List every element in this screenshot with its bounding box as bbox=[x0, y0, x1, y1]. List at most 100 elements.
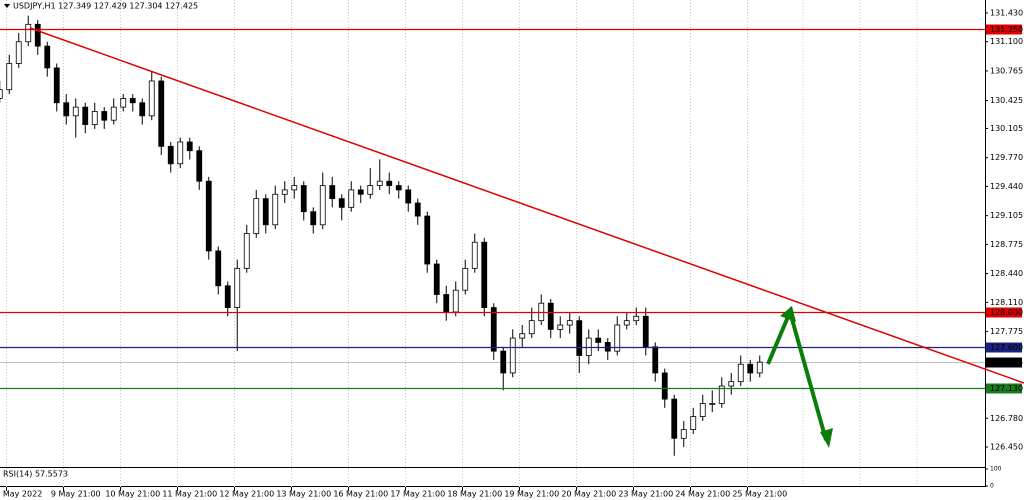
y-tick-label: 126.450 bbox=[990, 443, 1023, 452]
candle-body bbox=[25, 23, 32, 43]
candle-body bbox=[338, 198, 345, 208]
candle-body bbox=[82, 106, 89, 125]
y-tick-label: 131.430 bbox=[990, 8, 1023, 17]
y-tick-label: 128.775 bbox=[990, 240, 1023, 249]
candle-body bbox=[348, 189, 355, 208]
candle-body bbox=[481, 241, 488, 308]
candle-body bbox=[291, 185, 298, 191]
candle-body bbox=[310, 211, 317, 226]
candle-body bbox=[747, 363, 754, 374]
candle-body bbox=[718, 385, 725, 404]
candle-body bbox=[357, 189, 364, 195]
candle-body bbox=[414, 202, 421, 217]
x-tick-label: 10 May 21:00 bbox=[105, 490, 160, 499]
y-tick-label: 126.780 bbox=[990, 414, 1023, 423]
level-tag bbox=[986, 24, 1022, 35]
candle-body bbox=[680, 429, 687, 439]
candle-body bbox=[652, 346, 659, 374]
candle-body bbox=[253, 198, 260, 234]
candle-body bbox=[319, 185, 326, 226]
candle-body bbox=[72, 106, 79, 117]
x-tick-label: 20 May 21:00 bbox=[561, 490, 616, 499]
arrow-head bbox=[820, 428, 833, 448]
x-tick-label: 16 May 21:00 bbox=[333, 490, 388, 499]
y-tick-label: 129.440 bbox=[990, 182, 1023, 191]
candle-body bbox=[737, 363, 744, 383]
y-tick-label: 129.770 bbox=[990, 153, 1023, 162]
x-tick-label: 25 May 21:00 bbox=[732, 490, 787, 499]
candle-body bbox=[405, 189, 412, 204]
indicator-tick-label: 100 bbox=[990, 466, 1002, 473]
candle-body bbox=[557, 324, 564, 330]
candle-body bbox=[186, 141, 193, 152]
x-tick-label: 18 May 21:00 bbox=[447, 490, 502, 499]
x-tick-label: 19 May 21:00 bbox=[504, 490, 559, 499]
candle-body bbox=[395, 185, 402, 191]
candle-body bbox=[101, 111, 108, 121]
y-tick-label: 127.775 bbox=[990, 327, 1023, 336]
candle-body bbox=[120, 98, 127, 108]
candle-body bbox=[433, 263, 440, 295]
candle-body bbox=[243, 233, 250, 269]
candle-body bbox=[585, 337, 592, 356]
candle-body bbox=[272, 193, 279, 226]
candle-body bbox=[386, 180, 393, 186]
candle-body bbox=[129, 98, 136, 104]
x-tick-label: 13 May 21:00 bbox=[276, 490, 331, 499]
level-tag bbox=[986, 383, 1022, 394]
y-tick-label: 130.765 bbox=[990, 66, 1023, 75]
candle-body bbox=[329, 185, 336, 200]
candle-body bbox=[177, 141, 184, 165]
candle-body bbox=[376, 180, 383, 186]
symbol-header: USDJPY,H1 127.349 127.429 127.304 127.42… bbox=[13, 2, 198, 11]
arrow-head bbox=[780, 306, 796, 322]
level-label: 128.000 bbox=[990, 308, 1023, 317]
x-tick-label: 11 May 21:00 bbox=[162, 490, 217, 499]
y-tick-label: 131.100 bbox=[990, 37, 1023, 46]
candle-body bbox=[53, 67, 60, 104]
candle-body bbox=[728, 381, 735, 387]
level-label: 127.600 bbox=[990, 343, 1023, 352]
candle-body bbox=[576, 320, 583, 356]
y-tick-label: 130.105 bbox=[990, 124, 1023, 133]
candle-body bbox=[699, 403, 706, 417]
candle-body bbox=[671, 398, 678, 439]
y-tick-label: 130.425 bbox=[990, 96, 1023, 105]
candle-body bbox=[690, 416, 697, 431]
candle-body bbox=[300, 185, 307, 213]
candle-body bbox=[519, 333, 526, 339]
y-tick-label: 128.110 bbox=[990, 298, 1023, 307]
level-tag bbox=[986, 307, 1022, 318]
candle-body bbox=[528, 320, 535, 335]
level-label: 127.425 bbox=[990, 358, 1023, 367]
candle-body bbox=[158, 80, 165, 147]
candle-body bbox=[167, 145, 174, 165]
level-label: 127.130 bbox=[990, 384, 1023, 393]
x-tick-label: 23 May 21:00 bbox=[618, 490, 673, 499]
level-label: 131.250 bbox=[990, 25, 1023, 34]
candle-body bbox=[196, 150, 203, 182]
x-tick-label: 6 May 2022 bbox=[0, 490, 42, 499]
plot bbox=[0, 0, 985, 487]
candle-body bbox=[661, 372, 668, 400]
candle-body bbox=[148, 80, 155, 117]
menu-triangle[interactable] bbox=[4, 4, 10, 8]
candle-body bbox=[44, 45, 51, 69]
x-tick-label: 9 May 21:00 bbox=[51, 490, 101, 499]
candle-body bbox=[443, 294, 450, 313]
candle-body bbox=[139, 102, 146, 117]
x-tick-label: 24 May 21:00 bbox=[675, 490, 730, 499]
candle-body bbox=[633, 315, 640, 322]
candle-body bbox=[205, 180, 212, 252]
indicator-tick-label: 0 bbox=[990, 483, 994, 490]
x-tick-label: 12 May 21:00 bbox=[219, 490, 274, 499]
y-tick-label: 129.105 bbox=[990, 211, 1023, 220]
indicator-label: RSI(14) 57.5573 bbox=[3, 470, 68, 479]
candle-body bbox=[367, 185, 374, 195]
candle-body bbox=[623, 320, 630, 326]
candle-body bbox=[224, 285, 231, 308]
candle-body bbox=[490, 307, 497, 352]
candle-body bbox=[452, 289, 459, 313]
